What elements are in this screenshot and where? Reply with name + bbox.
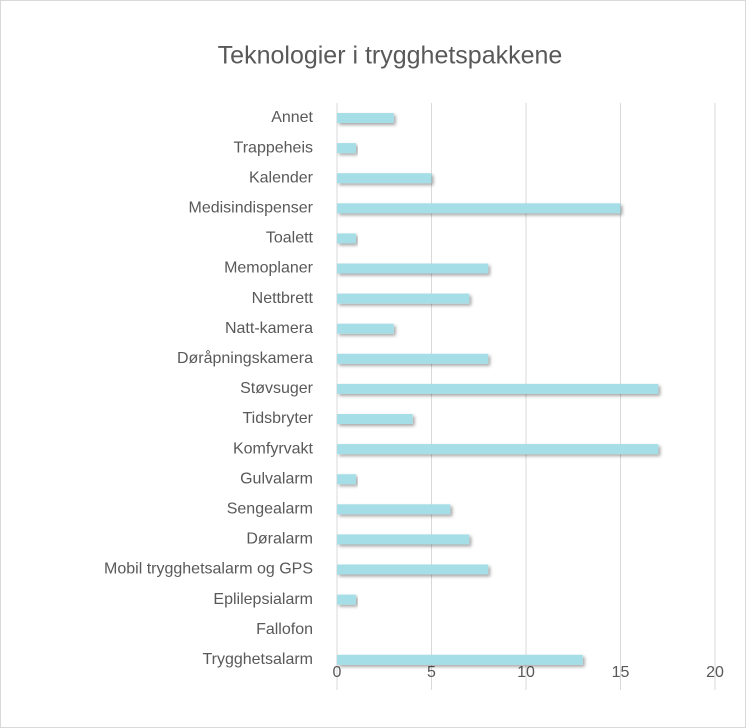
y-tick-label: Natt-kamera [225, 320, 313, 337]
y-tick-label: Gulvalarm [240, 470, 313, 487]
y-tick-label: Kalender [249, 169, 314, 186]
y-tick-label: Nettbrett [252, 290, 314, 307]
y-tick-label: Trygghetsalarm [202, 651, 313, 668]
y-tick-label: Støvsuger [240, 380, 314, 397]
y-tick-label: Fallofon [256, 621, 313, 638]
bar [337, 203, 621, 214]
bar [337, 594, 356, 605]
bar [337, 534, 470, 545]
y-tick-label: Døralarm [246, 531, 313, 548]
y-tick-label: Eplilepsialarm [213, 591, 313, 608]
bar [337, 293, 470, 304]
y-tick-label: Døråpningskamera [177, 349, 313, 367]
y-tick-label: Toalett [266, 230, 314, 247]
bar [337, 113, 394, 123]
x-tick-label: 20 [706, 664, 724, 681]
y-tick-label: Mobil trygghetsalarm og GPS [104, 561, 313, 578]
x-tick-label: 10 [517, 664, 535, 681]
bar [337, 263, 489, 274]
bar [337, 444, 659, 455]
y-tick-label: Komfyrvakt [233, 440, 314, 457]
bar [337, 504, 451, 515]
bar [337, 173, 432, 184]
y-tick-label: Trappeheis [234, 139, 313, 156]
y-tick-label: Tidsbryter [242, 410, 313, 427]
bar [337, 564, 489, 575]
chart-title: Teknologier i trygghetspakkene [218, 42, 563, 70]
x-tick-label: 5 [427, 664, 436, 681]
y-tick-label: Sengealarm [227, 501, 313, 518]
bar [337, 414, 413, 424]
y-tick-label: Memoplaner [224, 260, 314, 277]
bar [337, 323, 394, 334]
bar [337, 233, 356, 244]
bar [337, 383, 659, 394]
bar [337, 474, 356, 485]
x-tick-label: 15 [612, 664, 630, 681]
y-tick-label: Medisindispenser [188, 200, 313, 217]
y-tick-label: Annet [271, 109, 313, 126]
x-tick-label: 0 [333, 664, 342, 681]
bar [337, 353, 489, 364]
bar [337, 143, 356, 154]
bar [337, 654, 583, 665]
